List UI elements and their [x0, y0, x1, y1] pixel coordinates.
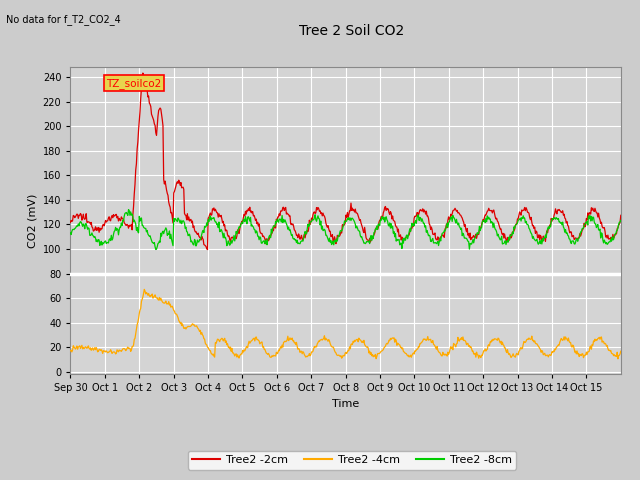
Y-axis label: CO2 (mV): CO2 (mV) [27, 193, 37, 248]
Text: Tree 2 Soil CO2: Tree 2 Soil CO2 [300, 24, 404, 38]
Text: No data for f_T2_CO2_4: No data for f_T2_CO2_4 [6, 14, 121, 25]
Text: TZ_soilco2: TZ_soilco2 [106, 78, 161, 89]
X-axis label: Time: Time [332, 399, 359, 409]
Legend: Tree2 -2cm, Tree2 -4cm, Tree2 -8cm: Tree2 -2cm, Tree2 -4cm, Tree2 -8cm [188, 451, 516, 469]
